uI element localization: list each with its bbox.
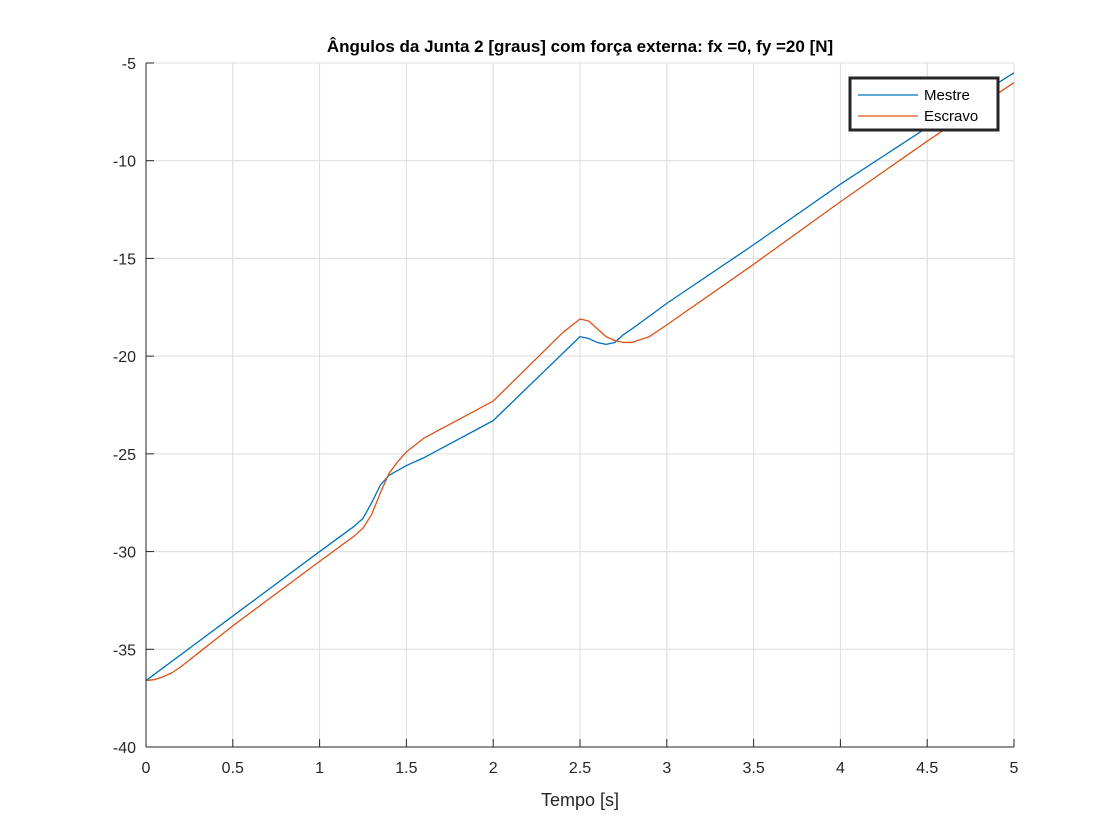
x-tick-label: 0 (142, 760, 151, 777)
legend: Mestre Escravo (848, 76, 1000, 132)
y-tick-label: -30 (113, 545, 136, 562)
x-tick-label: 2.5 (569, 760, 591, 777)
x-tick-label: 4.5 (916, 760, 938, 777)
x-tick-label: 3 (662, 760, 671, 777)
y-tick-label: -35 (113, 642, 136, 659)
x-tick-label: 3.5 (742, 760, 764, 777)
y-tick-label: -10 (113, 154, 136, 171)
x-tick-label: 5 (1010, 760, 1019, 777)
series-line-escravo (145, 82, 1015, 682)
chart-title: Ângulos da Junta 2 [graus] com força ext… (327, 37, 833, 56)
series-layer (145, 72, 1015, 682)
legend-label-escravo: Escravo (924, 108, 978, 125)
y-tick-label: -25 (113, 447, 136, 464)
x-tick-label: 2 (489, 760, 498, 777)
x-tick-label: 1.5 (395, 760, 417, 777)
x-axis-ticks: 0 0.5 1 1.5 2 2.5 3 3.5 4 4.5 5 (142, 739, 1019, 777)
y-axis-ticks: -40 -35 -30 -25 -20 -15 -10 -5 (113, 56, 154, 757)
legend-label-mestre: Mestre (924, 87, 970, 104)
y-tick-label: -5 (122, 56, 136, 73)
x-axis-label: Tempo [s] (541, 790, 619, 810)
x-tick-label: 1 (315, 760, 324, 777)
x-tick-label: 4 (836, 760, 845, 777)
series-line-mestre (145, 72, 1015, 682)
legend-box (848, 76, 1000, 132)
y-tick-label: -20 (113, 349, 136, 366)
x-tick-label: 0.5 (222, 760, 244, 777)
y-tick-label: -15 (113, 251, 136, 268)
y-tick-label: -40 (113, 740, 136, 757)
